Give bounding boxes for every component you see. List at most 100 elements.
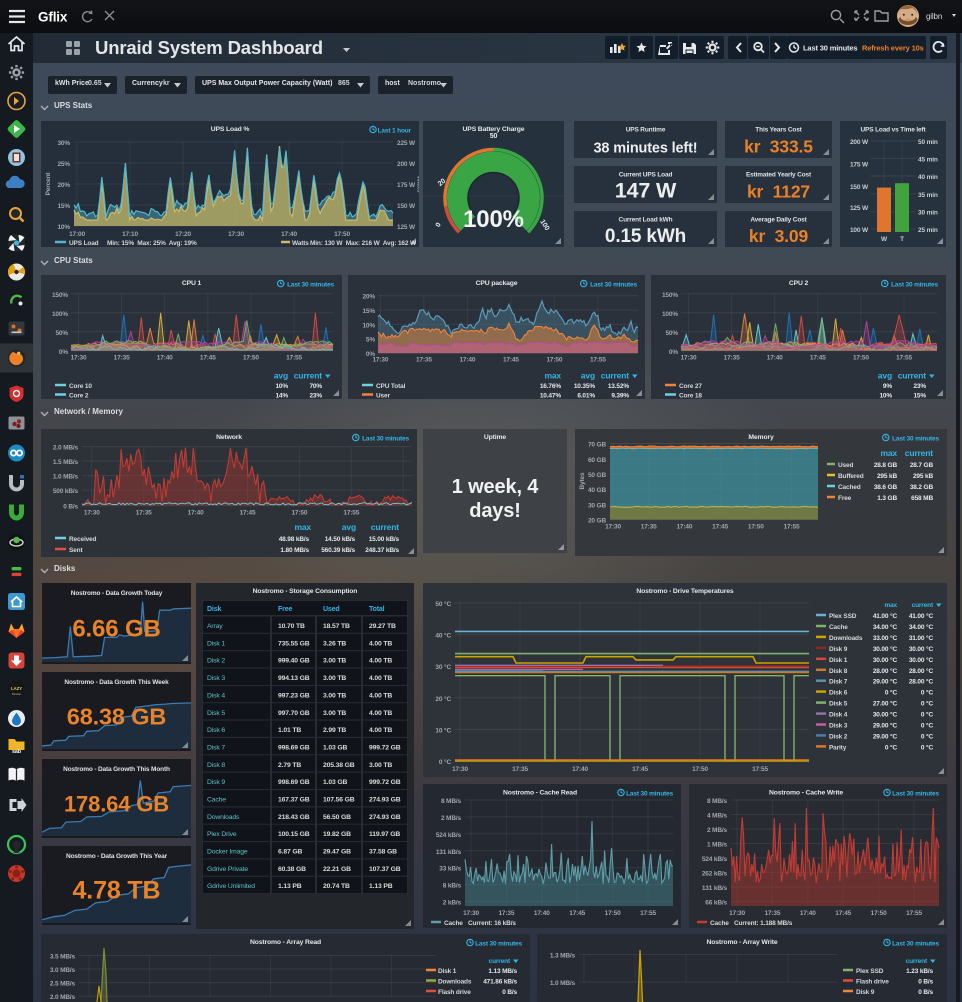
svg-text:Min: 130 W Max: 216 W Avg: 1: Min: 130 W Max: 216 W Avg: 162 W <box>310 240 417 247</box>
svg-text:current: current <box>489 958 511 965</box>
svg-text:131 kB/s: 131 kB/s <box>436 849 462 856</box>
svg-text:17:50: 17:50 <box>546 357 562 364</box>
svg-text:17:30: 17:30 <box>463 910 479 917</box>
svg-text:38.2 GB: 38.2 GB <box>910 484 934 491</box>
svg-text:Nostromo - Storage Consumption: Nostromo - Storage Consumption <box>253 588 358 595</box>
svg-text:Percent: Percent <box>45 172 52 196</box>
svg-text:500 kB/s: 500 kB/s <box>53 488 79 495</box>
svg-text:avg: avg <box>274 371 288 381</box>
svg-text:150 W: 150 W <box>850 184 869 191</box>
svg-text:30.00 °C: 30.00 °C <box>873 645 898 653</box>
svg-text:150 W: 150 W <box>397 203 416 210</box>
svg-text:1 week, 4: 1 week, 4 <box>452 476 540 498</box>
svg-text:56.50 GB: 56.50 GB <box>323 814 351 821</box>
svg-text:Free: Free <box>838 495 852 502</box>
svg-text:17:55: 17:55 <box>752 766 768 773</box>
svg-text:17:55: 17:55 <box>906 910 922 917</box>
svg-text:6.66 GB: 6.66 GB <box>72 616 160 643</box>
svg-text:17:35: 17:35 <box>641 524 657 531</box>
svg-text:218.43 GB: 218.43 GB <box>278 814 310 821</box>
svg-text:17:50: 17:50 <box>334 231 350 238</box>
svg-text:Estimated Yearly Cost: Estimated Yearly Cost <box>746 172 812 179</box>
svg-text:17:35: 17:35 <box>416 357 432 364</box>
svg-text:gilbn: gilbn <box>926 12 942 21</box>
svg-text:28.7 GB: 28.7 GB <box>910 462 934 469</box>
svg-text:248.37 kB/s: 248.37 kB/s <box>365 547 399 554</box>
svg-text:17:40: 17:40 <box>534 910 550 917</box>
svg-text:25 min: 25 min <box>918 227 938 234</box>
svg-text:Cache: Cache <box>207 797 226 804</box>
svg-text:Array: Array <box>207 623 223 630</box>
svg-text:33 kB/s: 33 kB/s <box>439 866 461 873</box>
svg-text:30 min: 30 min <box>918 210 938 217</box>
svg-text:998.69 GB: 998.69 GB <box>278 745 310 752</box>
svg-text:13.52%: 13.52% <box>608 383 630 390</box>
svg-text:20%: 20% <box>57 182 70 189</box>
svg-text:max: max <box>544 371 561 381</box>
svg-text:167.37 GB: 167.37 GB <box>278 797 310 804</box>
svg-text:20 GB: 20 GB <box>588 518 606 525</box>
svg-text:0 °C: 0 °C <box>439 758 452 766</box>
svg-text:Core 2: Core 2 <box>69 393 89 400</box>
svg-text:Disk 9: Disk 9 <box>856 989 875 996</box>
svg-text:70 GB: 70 GB <box>588 442 606 449</box>
svg-text:This Years Cost: This Years Cost <box>755 127 802 134</box>
svg-text:9%: 9% <box>883 383 892 390</box>
svg-text:Nostromo - Data Growth This Ye: Nostromo - Data Growth This Year <box>66 853 168 860</box>
svg-text:997.23 GB: 997.23 GB <box>278 692 310 699</box>
svg-text:997.70 GB: 997.70 GB <box>278 710 310 717</box>
svg-text:Flash drive: Flash drive <box>856 979 889 986</box>
svg-text:50%: 50% <box>665 330 678 337</box>
svg-text:kr 333.5: kr 333.5 <box>744 137 813 157</box>
svg-text:10.35%: 10.35% <box>574 383 596 390</box>
svg-text:17:30: 17:30 <box>605 524 621 531</box>
svg-text:17:40: 17:40 <box>800 910 816 917</box>
svg-text:0 B/s: 0 B/s <box>502 989 517 996</box>
svg-text:1.5 MB/s: 1.5 MB/s <box>53 459 79 466</box>
svg-text:Min: 15% Max: 25% Avg: 19%: Min: 15% Max: 25% Avg: 19% <box>107 240 197 247</box>
svg-text:17:50: 17:50 <box>605 910 621 917</box>
svg-text:3.00 TB: 3.00 TB <box>369 762 392 769</box>
svg-text:30 °C: 30 °C <box>435 663 451 671</box>
svg-text:current: current <box>371 522 400 532</box>
svg-text:Sent: Sent <box>69 547 83 554</box>
svg-text:1.80 MB/s: 1.80 MB/s <box>280 547 309 554</box>
svg-text:17:40: 17:40 <box>676 524 692 531</box>
svg-text:Plex Drive: Plex Drive <box>207 831 237 838</box>
svg-text:17:35: 17:35 <box>724 355 740 362</box>
svg-text:30%: 30% <box>57 140 70 147</box>
svg-text:sab: sab <box>12 749 22 755</box>
svg-text:6.87 GB: 6.87 GB <box>278 849 303 856</box>
svg-text:9.39%: 9.39% <box>611 393 629 400</box>
svg-text:14%: 14% <box>275 393 288 400</box>
svg-text:17:35: 17:35 <box>512 766 528 773</box>
svg-text:998.69 GB: 998.69 GB <box>278 779 310 786</box>
svg-text:22.21 GB: 22.21 GB <box>323 866 351 873</box>
svg-text:2.0 MB/s: 2.0 MB/s <box>53 445 79 452</box>
svg-text:131 kB/s: 131 kB/s <box>702 885 728 892</box>
svg-text:34.00 °C: 34.00 °C <box>873 623 898 631</box>
svg-text:50: 50 <box>490 133 498 140</box>
svg-text:0 °C: 0 °C <box>921 743 934 751</box>
svg-text:4.00 TB: 4.00 TB <box>369 640 392 647</box>
svg-text:0 °C: 0 °C <box>921 732 934 740</box>
svg-text:999.72 GB: 999.72 GB <box>369 779 401 786</box>
svg-text:50 GB: 50 GB <box>588 472 606 479</box>
svg-text:8 kB/s: 8 kB/s <box>443 883 462 890</box>
svg-text:Nostromo - Drive Temperatures: Nostromo - Drive Temperatures <box>636 588 733 595</box>
svg-text:30.00 °C: 30.00 °C <box>909 656 934 664</box>
svg-text:2.0 MB/s: 2.0 MB/s <box>50 994 76 1001</box>
svg-text:Gflix: Gflix <box>38 10 68 25</box>
svg-text:17:30: 17:30 <box>84 510 100 517</box>
svg-text:100%: 100% <box>662 311 678 318</box>
svg-text:Nostromo - Data Growth Today: Nostromo - Data Growth Today <box>71 590 163 597</box>
svg-text:1.01 TB: 1.01 TB <box>278 727 301 734</box>
svg-text:Disk 5: Disk 5 <box>207 710 225 717</box>
svg-text:librarian: librarian <box>12 692 22 696</box>
svg-text:Nostromo - Cache Write: Nostromo - Cache Write <box>769 790 843 797</box>
svg-text:17:30: 17:30 <box>228 231 244 238</box>
svg-text:175 W: 175 W <box>397 182 416 189</box>
svg-text:Last 30 minutes: Last 30 minutes <box>626 791 673 798</box>
svg-text:CPU 2: CPU 2 <box>789 280 809 287</box>
svg-text:175 W: 175 W <box>850 162 869 169</box>
